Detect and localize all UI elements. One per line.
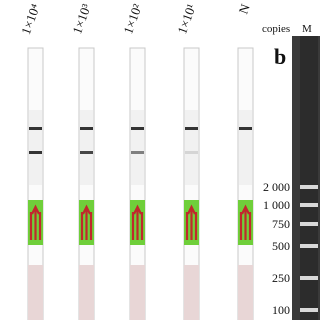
ladder-label: 2 000: [263, 180, 290, 194]
ladder-band: [300, 276, 318, 280]
strip-window: [131, 110, 144, 185]
ladder-label: 100: [272, 303, 290, 317]
ladder-band: [300, 185, 318, 189]
absorbent-pad: [28, 265, 43, 320]
ladder-band: [300, 244, 318, 248]
arrow: [131, 204, 144, 240]
ladder-label: 250: [272, 271, 290, 285]
ladder-label: 750: [272, 217, 290, 231]
ladder-label: 500: [272, 239, 290, 253]
strip-label: 1×10¹: [174, 2, 199, 36]
strip-window: [239, 110, 252, 185]
control-line: [239, 127, 252, 130]
strip-label: 1×10³: [69, 2, 94, 36]
arrow: [80, 204, 93, 240]
strip-label: 1×10⁴: [18, 1, 43, 36]
absorbent-pad: [184, 265, 199, 320]
absorbent-pad: [238, 265, 253, 320]
arrow: [239, 204, 252, 240]
panel-label: b: [274, 44, 286, 69]
test-line: [131, 151, 144, 154]
lane-label: M: [302, 23, 312, 35]
control-line: [29, 127, 42, 130]
absorbent-pad: [130, 265, 145, 320]
ladder-band: [300, 308, 318, 312]
strip-label: 1×10²: [120, 2, 145, 36]
strip-window: [80, 110, 93, 185]
strip-label: N: [236, 1, 254, 16]
ladder-band: [300, 222, 318, 226]
strip-window: [29, 110, 42, 185]
strip-window: [185, 110, 198, 185]
gel-lane: [300, 36, 318, 320]
unit-label: copies: [262, 23, 290, 35]
test-line: [29, 151, 42, 154]
test-line: [80, 151, 93, 154]
control-line: [131, 127, 144, 130]
control-line: [80, 127, 93, 130]
ladder-label: 1 000: [263, 198, 290, 212]
absorbent-pad: [79, 265, 94, 320]
ladder-band: [300, 203, 318, 207]
control-line: [185, 127, 198, 130]
arrow: [185, 204, 198, 240]
arrow: [29, 204, 42, 240]
test-line: [185, 151, 198, 154]
